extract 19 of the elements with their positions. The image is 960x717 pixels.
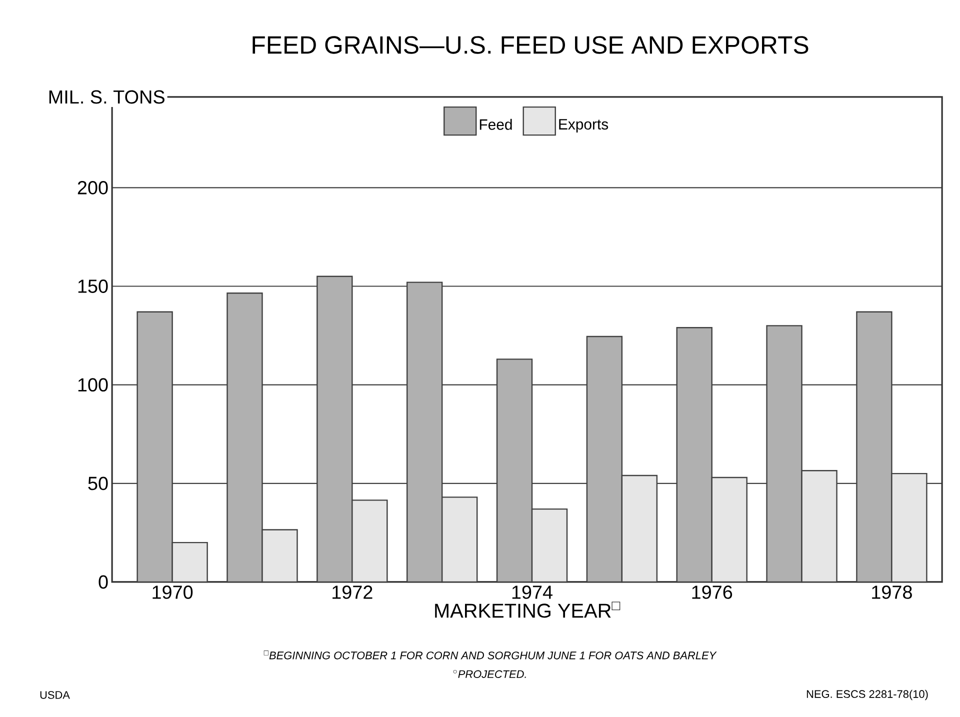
x-tick-label: 1974 bbox=[512, 586, 552, 599]
y-tick-label: 100 bbox=[78, 378, 108, 392]
x-tick-label: 1970 bbox=[152, 586, 193, 599]
legend-label: Exports bbox=[559, 119, 608, 133]
y-tick-label: 150 bbox=[78, 280, 108, 293]
chart-title: FEED GRAINS—U.S. FEED USE AND EXPORTS bbox=[252, 36, 808, 54]
x-axis-title: MARKETING YEAR$^{□}$ bbox=[435, 602, 620, 618]
y-tick-label: 0 bbox=[98, 575, 108, 589]
x-tick-label: 1978 bbox=[872, 586, 912, 599]
y-axis-title: MIL. S. TONS bbox=[49, 90, 164, 104]
x-tick-label: 1976 bbox=[692, 586, 732, 599]
x-tick-label: 1972 bbox=[332, 586, 372, 599]
y-tick-label: 200 bbox=[78, 180, 108, 194]
y-tick-label: 50 bbox=[88, 476, 108, 490]
text: $^{○}$PROJECTED. bbox=[453, 670, 526, 678]
legend-label: Feed bbox=[480, 118, 512, 130]
text: $^{□}$BEGINNING OCTOBER 1 FOR CORN AND SORGHUM JUNE 1 FOR OATS AND BARLEY bbox=[264, 650, 717, 660]
text: USDA bbox=[40, 691, 70, 699]
text: NEG. ESCS 2281-78(10) bbox=[806, 690, 928, 700]
